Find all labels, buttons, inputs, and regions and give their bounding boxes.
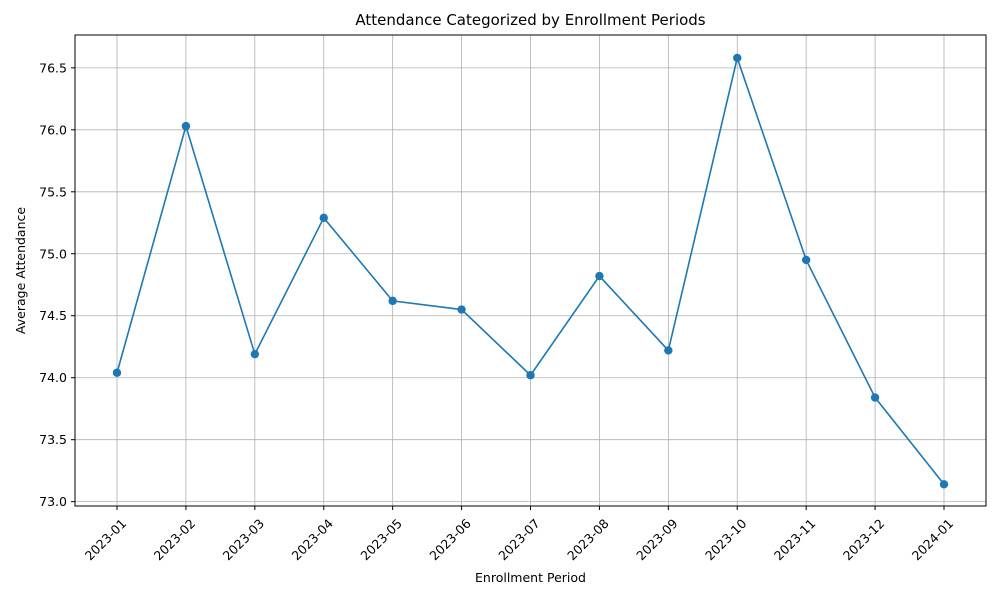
y-tick-label: 73.0 [39,494,67,509]
data-point [595,271,604,281]
data-point [870,393,880,402]
x-tick-label: 2023-11 [771,516,819,564]
data-point [457,305,466,314]
data-point [939,480,949,489]
y-axis: 73.0 73.5 74.0 74.5 75.0 75.5 76.0 76.5 [39,60,75,509]
x-tick-label: 2023-10 [702,516,750,564]
x-tick-label: 2023-12 [840,516,888,564]
x-tick-label: 2023-03 [220,516,268,564]
x-tick-label: 2023-04 [289,516,337,564]
y-tick-label: 74.5 [39,308,67,323]
data-point [250,349,260,359]
data-point [664,346,673,355]
data-point [801,255,811,265]
y-tick-label: 76.0 [39,122,67,137]
chart-title: Attendance Categorized by Enrollment Per… [355,11,705,29]
y-tick-label: 73.5 [39,432,67,447]
y-tick-label: 76.5 [39,60,67,75]
x-tick-label: 2023-09 [633,516,681,564]
y-tick-label: 75.5 [39,184,67,199]
data-point [526,371,535,380]
data-point [733,53,742,63]
x-tick-label: 2023-08 [564,516,612,564]
y-tick-label: 75.0 [39,246,67,261]
x-axis-title: Enrollment Period [475,570,586,585]
x-tick-label: 2023-06 [426,516,474,564]
y-axis-title: Average Attendance [13,207,28,334]
data-point [319,213,328,223]
x-axis: 2023-01 2023-02 2023-03 2023-04 2023-05 2023-… [82,506,957,564]
grid-lines [75,35,986,506]
x-tick-label: 2023-05 [357,516,405,564]
data-point [388,296,397,306]
y-tick-label: 74.0 [39,370,67,385]
x-tick-label: 2023-02 [151,516,199,564]
x-tick-label: 2023-07 [495,516,543,564]
x-tick-label: 2024-01 [909,516,957,564]
x-tick-label: 2023-01 [82,516,130,564]
data-point [181,121,191,131]
data-point [112,368,122,377]
series-layer [112,53,949,489]
